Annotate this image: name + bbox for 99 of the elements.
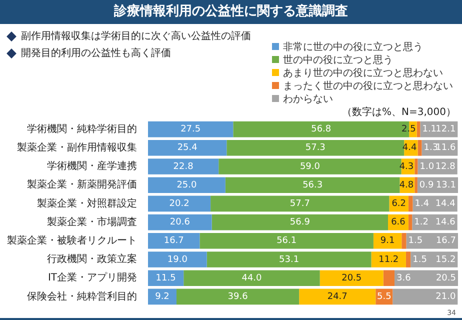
- bar: [148, 214, 212, 230]
- data-label: 24.7: [327, 292, 348, 302]
- bar: [148, 140, 227, 156]
- data-label: 9.1: [380, 236, 395, 246]
- data-label: 25.4: [177, 143, 198, 154]
- y-tick-label: 製薬企業・市場調査: [47, 216, 137, 228]
- bar: [210, 196, 390, 212]
- bar: [148, 252, 207, 268]
- bar: [373, 232, 402, 249]
- data-label: 1.0: [420, 162, 434, 172]
- data-label: 13.1: [436, 180, 456, 190]
- data-label: 39.6: [228, 292, 248, 302]
- bar: [406, 232, 458, 249]
- data-label: 56.9: [290, 218, 310, 228]
- data-label: 20.2: [169, 199, 190, 210]
- bar: [383, 270, 395, 286]
- bar: [148, 270, 184, 286]
- data-label: 15.2: [436, 254, 456, 265]
- bar: [414, 158, 418, 174]
- bar: [406, 252, 411, 268]
- y-tick-label: 製薬企業・新薬開発評価: [27, 178, 137, 191]
- bar: [184, 270, 320, 286]
- bar: [218, 158, 402, 174]
- data-label: 14.4: [435, 199, 456, 210]
- data-label: 20.5: [436, 273, 456, 284]
- data-label: 0.9: [419, 180, 434, 190]
- bar: [212, 214, 388, 230]
- bar: [320, 270, 384, 286]
- bar: [148, 177, 226, 194]
- data-label: 53.1: [279, 254, 300, 265]
- text: 副作用情報収集は学術目的に次ぐ高い公益性の評価: [21, 30, 251, 43]
- data-label: 3.6: [396, 273, 412, 284]
- y-tick-label: 保険会社・純粋営利目的: [27, 290, 137, 302]
- data-label: 21.0: [436, 292, 456, 302]
- bar: [402, 232, 406, 249]
- data-label: 1.3: [424, 143, 438, 154]
- bar: [299, 288, 376, 305]
- data-label: 6.2: [392, 199, 406, 210]
- data-label: 11.6: [436, 143, 456, 154]
- data-label: 20.6: [170, 218, 190, 228]
- legend-label: あまり世の中の役に立つと思わない: [283, 66, 443, 80]
- bar: [148, 121, 234, 138]
- y-tick-label: 行政機関・政策立案: [47, 253, 137, 266]
- bar: [408, 196, 413, 212]
- data-label: 25.0: [176, 180, 197, 190]
- data-label: 1.2: [414, 218, 428, 228]
- legend-label: わからない: [283, 92, 333, 106]
- bar: [392, 288, 458, 305]
- bar: [225, 177, 400, 194]
- data-label: 11.5: [156, 273, 176, 284]
- y-tick-label: IT企業・アプリ開発: [48, 272, 137, 284]
- legend-label: 非常に世の中の役に立つと思う: [283, 40, 423, 54]
- bar: [148, 232, 200, 249]
- bar: [148, 196, 211, 212]
- bar: [371, 252, 406, 268]
- bar: [206, 252, 372, 268]
- bar: [148, 158, 219, 174]
- data-label: 1.4: [414, 199, 430, 210]
- data-label: 12.8: [435, 162, 456, 172]
- bar: [200, 232, 374, 249]
- bar: [176, 288, 300, 305]
- chart-title: 診療情報利用の公益性に関する意識調査: [0, 0, 462, 24]
- data-label: 57.7: [290, 199, 310, 210]
- bar: [414, 177, 418, 194]
- data-label: 20.5: [342, 273, 362, 284]
- text: （数字は%、N=3,000）: [342, 106, 456, 119]
- data-label: 56.8: [311, 124, 332, 135]
- data-label: 56.3: [302, 180, 323, 190]
- data-label: 9.2: [155, 292, 170, 302]
- data-label: 11.2: [378, 254, 399, 265]
- data-label: 56.1: [276, 236, 297, 246]
- data-label: 14.6: [435, 218, 456, 228]
- data-label: 57.3: [305, 143, 326, 154]
- data-label: 44.0: [242, 273, 262, 284]
- bar: [226, 140, 404, 156]
- data-label: 16.7: [436, 236, 456, 246]
- data-label: 59.0: [300, 162, 320, 172]
- data-label: 1.5: [408, 236, 423, 246]
- data-label: 1.5: [412, 254, 427, 265]
- data-label: 5.5: [376, 292, 392, 302]
- y-tick-label: 製薬企業・対照群設定: [37, 197, 137, 210]
- data-label: 16.7: [164, 236, 184, 246]
- data-label: 4.8: [399, 180, 414, 190]
- y-tick-label: 製薬企業・被験者リクルート: [7, 234, 137, 246]
- bar: [394, 270, 458, 286]
- text: 開発目的利用の公益性も高く評価: [21, 46, 171, 60]
- legend-label: 世の中の役に立つと思う: [283, 54, 393, 66]
- data-label: 12.1: [436, 124, 456, 135]
- y-tick-label: 学術機関・純粋学術目的: [27, 122, 137, 135]
- y-tick-label: 学術機関・産学連携: [47, 160, 137, 172]
- data-label: 27.5: [180, 124, 201, 135]
- data-label: 6.6: [391, 218, 406, 228]
- legend-label: まったく世の中の役に立つと思わない: [283, 80, 453, 92]
- data-label: 22.8: [173, 162, 194, 172]
- data-label: 19.0: [167, 254, 188, 265]
- bar: [418, 140, 422, 156]
- bar: [408, 214, 412, 230]
- data-label: 1.1: [422, 124, 437, 135]
- y-tick-label: 製薬企業・副作用情報収集: [17, 141, 137, 154]
